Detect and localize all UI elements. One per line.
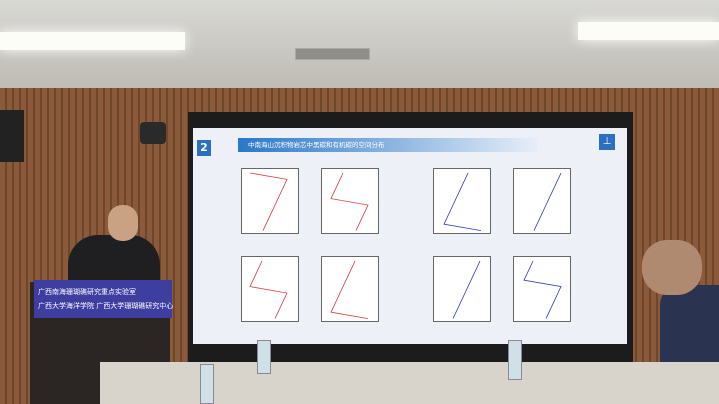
- slide-plot: [433, 256, 491, 322]
- water-bottle: [257, 340, 271, 374]
- slide-plot: [433, 168, 491, 234]
- camera: [140, 122, 166, 144]
- slide-plot: [241, 168, 299, 234]
- presenter-head: [108, 205, 138, 241]
- ceiling-light: [578, 22, 719, 40]
- water-bottle: [200, 364, 214, 404]
- slide-title: 中南海山沉积物岩芯中黑碳和有机碳的空间分布: [238, 138, 538, 152]
- water-bottle: [508, 340, 522, 380]
- sign-line-1: 广西南海珊瑚礁研究重点实验室: [38, 288, 136, 296]
- conference-table: [100, 362, 719, 404]
- slide-plot: [321, 256, 379, 322]
- slide-plot: [513, 168, 571, 234]
- sign-line-2: 广西大学海洋学院 广西大学珊瑚礁研究中心: [38, 302, 174, 310]
- podium-sign: 广西南海珊瑚礁研究重点实验室 广西大学海洋学院 广西大学珊瑚礁研究中心: [34, 280, 174, 318]
- air-vent: [295, 48, 370, 60]
- presentation-slide: 2 中南海山沉积物岩芯中黑碳和有机碳的空间分布 ⊥: [193, 128, 627, 344]
- slide-number: 2: [197, 140, 211, 156]
- slide-plot: [513, 256, 571, 322]
- ceiling-light: [0, 32, 185, 50]
- institution-logo-icon: ⊥: [599, 134, 615, 150]
- audience-member-head: [642, 240, 702, 295]
- wall-speaker: [0, 110, 24, 162]
- slide-plot: [241, 256, 299, 322]
- slide-plot: [321, 168, 379, 234]
